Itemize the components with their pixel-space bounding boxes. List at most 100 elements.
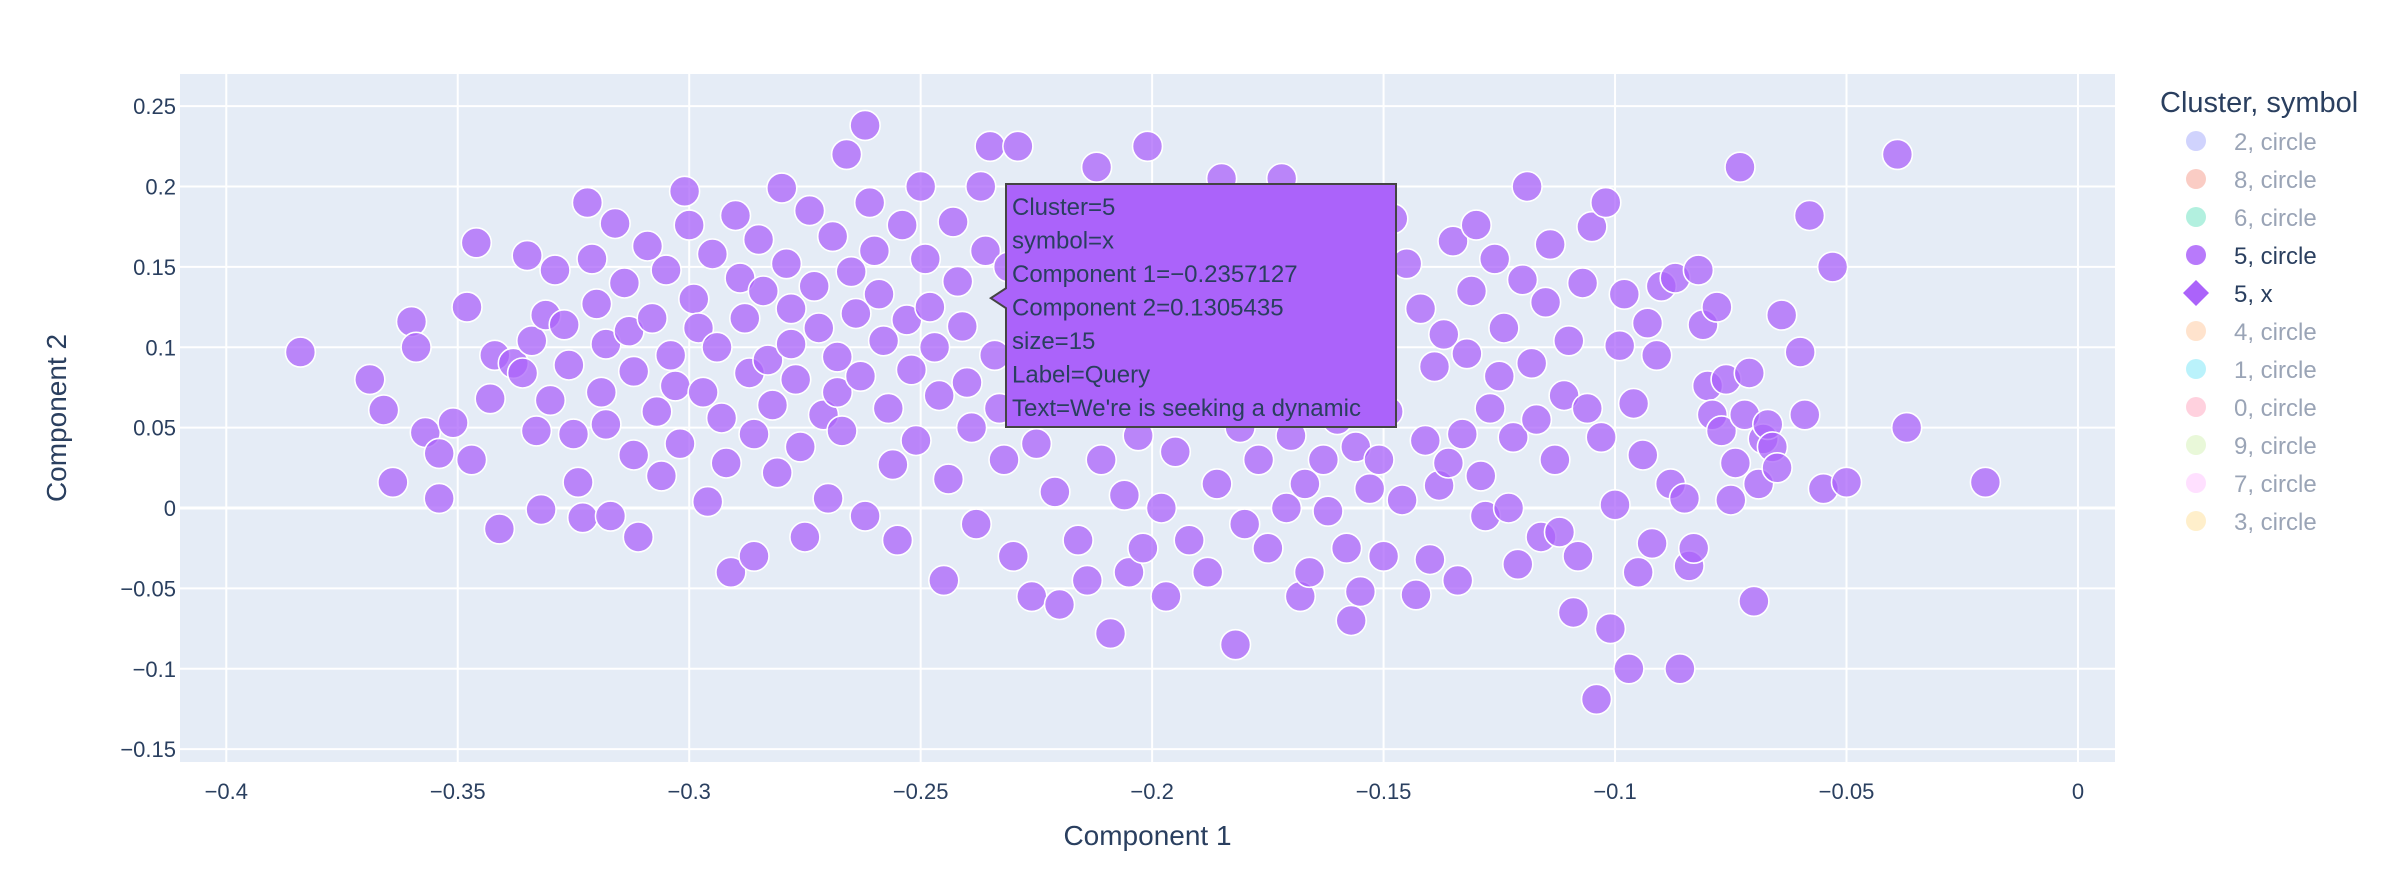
data-point[interactable] xyxy=(1465,460,1497,492)
data-point[interactable] xyxy=(1784,336,1816,368)
data-point[interactable] xyxy=(1085,443,1117,476)
legend-item[interactable]: 7, circle xyxy=(2186,471,2317,498)
data-point[interactable] xyxy=(900,424,932,457)
data-point[interactable] xyxy=(1715,484,1747,516)
data-point[interactable] xyxy=(1622,556,1654,589)
data-point[interactable] xyxy=(849,109,881,142)
data-point[interactable] xyxy=(1636,527,1668,560)
data-point[interactable] xyxy=(534,384,567,417)
data-point[interactable] xyxy=(830,138,863,171)
data-point[interactable] xyxy=(562,466,594,499)
data-point[interactable] xyxy=(728,302,761,335)
data-point[interactable] xyxy=(599,207,631,240)
data-point[interactable] xyxy=(539,254,571,286)
legend-item[interactable]: 8, circle xyxy=(2186,167,2317,194)
data-point[interactable] xyxy=(1557,596,1590,629)
legend-item[interactable]: 1, circle xyxy=(2186,357,2317,384)
data-point[interactable] xyxy=(840,297,872,330)
data-point[interactable] xyxy=(608,267,641,299)
data-point[interactable] xyxy=(640,395,673,428)
data-point[interactable] xyxy=(1145,492,1178,524)
data-point[interactable] xyxy=(1543,516,1576,548)
data-point[interactable] xyxy=(877,448,909,481)
data-point[interactable] xyxy=(816,220,849,253)
data-point[interactable] xyxy=(1270,492,1303,524)
data-point[interactable] xyxy=(1562,540,1594,573)
data-point[interactable] xyxy=(775,292,807,325)
legend-item[interactable]: 6, circle xyxy=(2186,205,2317,232)
data-point[interactable] xyxy=(1738,585,1770,618)
data-point[interactable] xyxy=(1719,447,1752,479)
data-point[interactable] xyxy=(752,344,784,376)
data-point[interactable] xyxy=(997,540,1030,573)
data-point[interactable] xyxy=(659,370,692,402)
data-point[interactable] xyxy=(1386,484,1418,516)
data-point[interactable] xyxy=(664,427,696,460)
data-point[interactable] xyxy=(1016,580,1048,613)
data-point[interactable] xyxy=(1062,524,1094,557)
data-point[interactable] xyxy=(1414,543,1446,576)
data-point[interactable] xyxy=(1520,403,1553,436)
data-point[interactable] xyxy=(1307,443,1340,476)
data-point[interactable] xyxy=(594,500,627,532)
data-point[interactable] xyxy=(1252,532,1284,565)
data-point[interactable] xyxy=(1478,243,1511,275)
data-point[interactable] xyxy=(756,389,789,421)
data-point[interactable] xyxy=(904,170,937,203)
data-point[interactable] xyxy=(553,349,585,381)
data-point[interactable] xyxy=(284,336,317,368)
legend-item[interactable]: 5, circle xyxy=(2186,243,2317,270)
data-point[interactable] xyxy=(1890,411,1923,444)
data-point[interactable] xyxy=(1437,225,1469,257)
data-point[interactable] xyxy=(483,513,516,545)
data-point[interactable] xyxy=(1594,612,1627,645)
data-point[interactable] xyxy=(1312,495,1344,528)
data-point[interactable] xyxy=(1080,151,1113,183)
data-point[interactable] xyxy=(460,227,493,259)
data-point[interactable] xyxy=(1043,588,1076,621)
data-point[interactable] xyxy=(1191,556,1224,589)
data-point[interactable] xyxy=(1724,151,1756,183)
data-point[interactable] xyxy=(858,235,891,267)
data-point[interactable] xyxy=(682,312,715,344)
data-point[interactable] xyxy=(914,291,946,323)
data-point[interactable] xyxy=(1529,286,1562,319)
data-point[interactable] xyxy=(617,355,650,388)
data-point[interactable] xyxy=(1335,604,1367,637)
legend-item[interactable]: 9, circle xyxy=(2186,433,2317,460)
data-point[interactable] xyxy=(1617,387,1650,420)
data-point[interactable] xyxy=(719,199,752,232)
data-point[interactable] xyxy=(400,331,432,364)
data-point[interactable] xyxy=(1108,479,1141,512)
data-point[interactable] xyxy=(1289,468,1321,500)
data-point[interactable] xyxy=(918,331,951,364)
data-point[interactable] xyxy=(506,357,539,389)
data-point[interactable] xyxy=(1539,443,1571,476)
data-point[interactable] xyxy=(1682,254,1715,286)
data-point[interactable] xyxy=(775,328,807,360)
data-point[interactable] xyxy=(576,243,608,275)
data-point[interactable] xyxy=(1506,263,1539,296)
data-point[interactable] xyxy=(1599,488,1631,521)
data-point[interactable] xyxy=(1668,482,1701,515)
data-point[interactable] xyxy=(802,312,835,344)
data-point[interactable] xyxy=(557,418,590,450)
data-point[interactable] xyxy=(548,308,581,341)
data-point[interactable] xyxy=(960,508,993,540)
data-point[interactable] xyxy=(687,376,719,409)
data-point[interactable] xyxy=(867,324,900,357)
data-point[interactable] xyxy=(622,521,655,553)
data-point[interactable] xyxy=(844,360,877,393)
data-point[interactable] xyxy=(789,521,821,553)
data-point[interactable] xyxy=(515,324,548,357)
data-point[interactable] xyxy=(1553,324,1585,357)
legend-item[interactable]: 5, x xyxy=(2183,280,2273,308)
data-point[interactable] xyxy=(941,265,974,298)
data-point[interactable] xyxy=(1534,228,1566,261)
data-point[interactable] xyxy=(909,243,942,275)
data-point[interactable] xyxy=(747,275,780,307)
data-point[interactable] xyxy=(696,238,729,270)
legend-item[interactable]: 2, circle xyxy=(2186,129,2317,156)
data-point[interactable] xyxy=(1881,138,1914,171)
data-point[interactable] xyxy=(1483,360,1516,393)
